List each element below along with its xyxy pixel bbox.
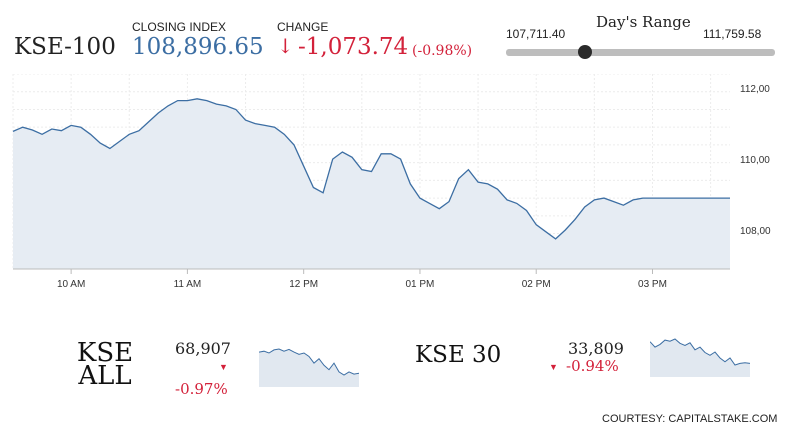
kse30-value: 33,809 bbox=[568, 339, 624, 358]
x-tick-label: 02 PM bbox=[522, 279, 551, 290]
kse-all-sparkline-area bbox=[259, 349, 359, 387]
y-axis-ticks: 108,00 110,00 112,00 bbox=[740, 84, 771, 237]
x-tick-label: 03 PM bbox=[638, 279, 667, 290]
days-range-high: 111,759.58 bbox=[703, 27, 762, 41]
kse30-sparkline-area bbox=[650, 339, 750, 377]
x-tick-label: 10 AM bbox=[57, 279, 85, 290]
arrow-down-icon: ↓ bbox=[277, 34, 294, 58]
index-header: KSE-100 CLOSING INDEX 108,896.65 CHANGE … bbox=[0, 0, 785, 75]
days-range-low: 107,711.40 bbox=[506, 27, 566, 41]
change-value: -1,073.74 bbox=[298, 34, 409, 60]
days-range-bar bbox=[506, 49, 775, 56]
kse100-series-line bbox=[12, 98, 730, 240]
kse-all-sparkline bbox=[259, 348, 359, 387]
kse100-area-fill bbox=[13, 98, 730, 269]
kse-all-name: KSE ALL bbox=[76, 338, 134, 391]
kse-all-change-percent: -0.97% bbox=[175, 380, 228, 398]
days-range-title: Day's Range bbox=[596, 13, 691, 31]
kse100-intraday-chart: 108,00 110,00 112,00 10 AM 11 AM 12 PM 01 PM 0… bbox=[12, 74, 771, 290]
y-tick-label: 108,00 bbox=[740, 226, 771, 237]
kse-all-down-arrow-icon: ▼ bbox=[219, 362, 228, 372]
index-name: KSE-100 bbox=[14, 34, 116, 60]
kse30-sparkline bbox=[650, 338, 750, 377]
x-axis-ticks: 10 AM 11 AM 12 PM 01 PM 02 PM 03 PM bbox=[13, 268, 730, 290]
kse30-change-percent: -0.94% bbox=[566, 357, 619, 375]
closing-index-value: 108,896.65 bbox=[132, 34, 264, 60]
x-tick-label: 12 PM bbox=[289, 279, 318, 290]
kse-all-value: 68,907 bbox=[175, 339, 231, 358]
kse-all-sparkline-line bbox=[259, 348, 359, 376]
closing-index-label: CLOSING INDEX bbox=[132, 20, 227, 34]
x-tick-label: 11 AM bbox=[174, 279, 202, 290]
courtesy-credit: COURTESY: CAPITALSTAKE.COM bbox=[602, 413, 778, 425]
kse30-name: KSE 30 bbox=[415, 342, 502, 368]
kse30-sparkline-line bbox=[650, 338, 750, 366]
x-tick-label: 01 PM bbox=[405, 279, 434, 290]
change-percent: (-0.98%) bbox=[412, 43, 473, 59]
kse30-down-arrow-icon: ▼ bbox=[549, 362, 558, 372]
y-tick-label: 112,00 bbox=[740, 84, 770, 95]
change-label: CHANGE bbox=[277, 20, 329, 34]
y-tick-label: 110,00 bbox=[740, 155, 770, 166]
days-range-marker bbox=[577, 45, 592, 59]
